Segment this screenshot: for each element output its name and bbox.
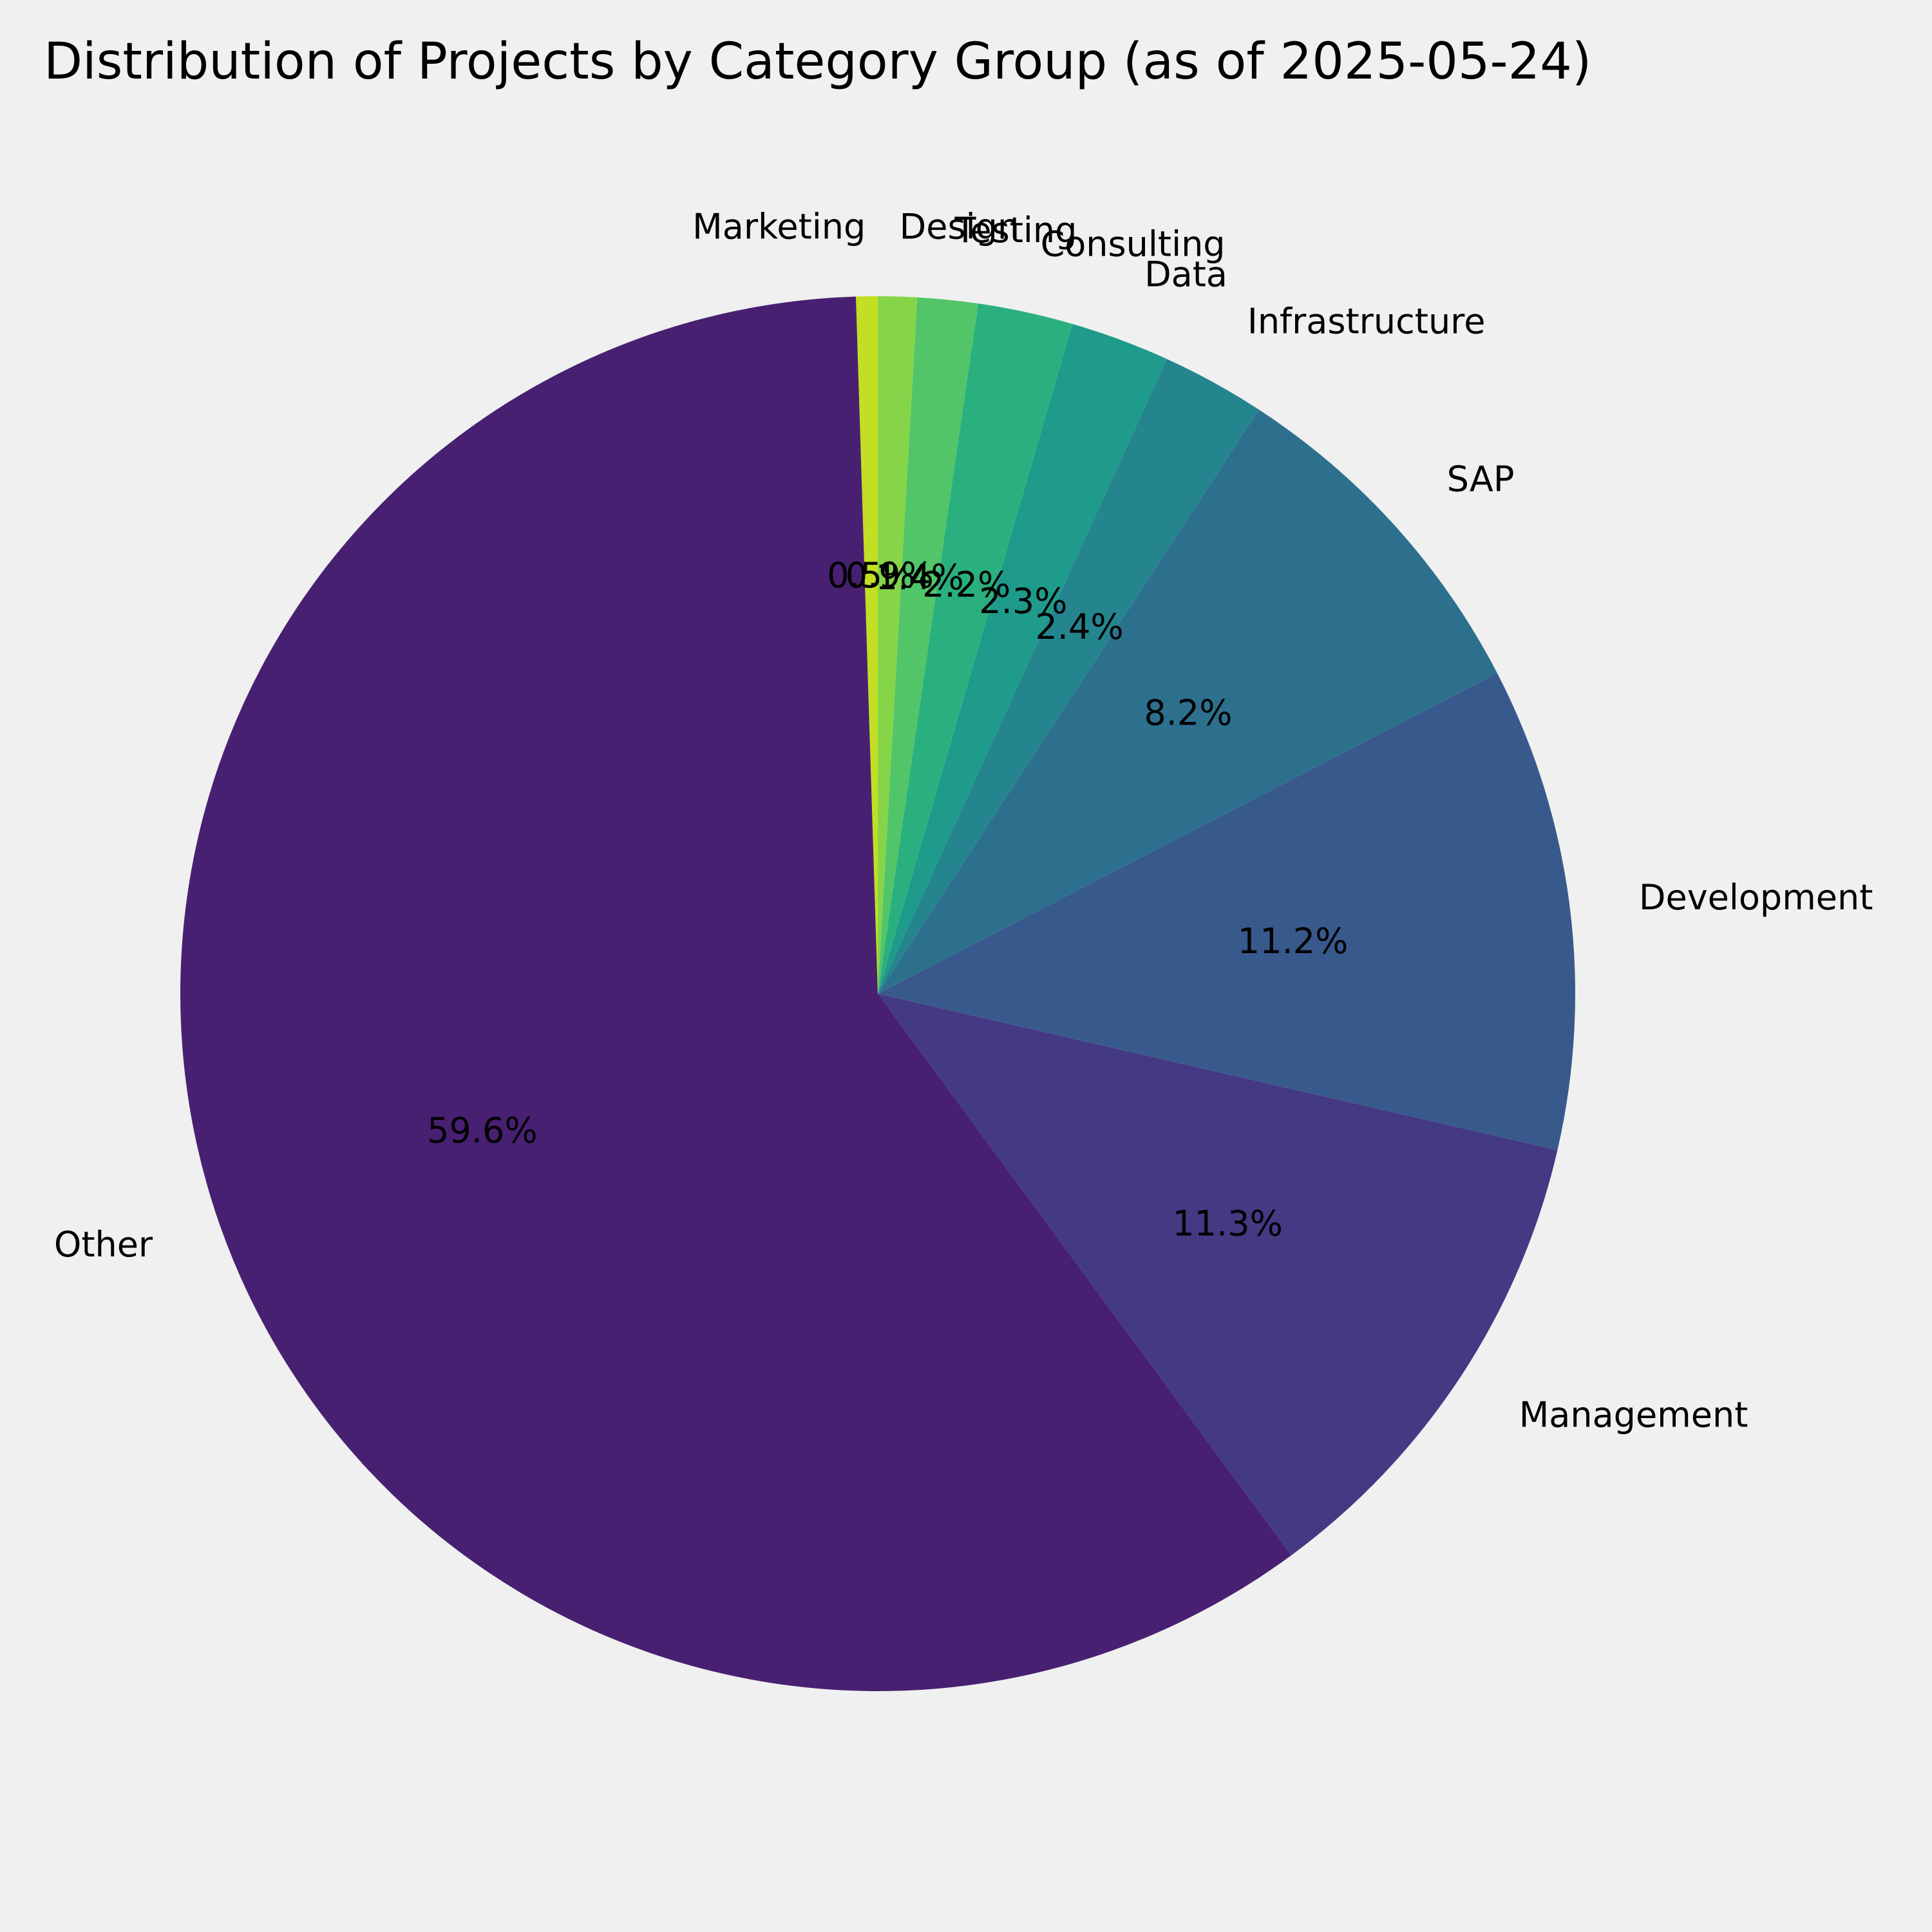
pct-label-marketing: 0.5% (827, 555, 915, 596)
pie-slice-marketing (855, 296, 878, 994)
pie-slice-sap (878, 409, 1497, 994)
category-label-management: Management (1519, 1395, 1748, 1435)
pct-label-data: 2.3% (979, 581, 1067, 621)
pct-label-consulting: 2.2% (922, 564, 1010, 605)
pct-label-testing: 1.4% (876, 557, 964, 598)
pie-slices (180, 296, 1575, 1692)
category-label-testing: Testing (954, 210, 1077, 251)
category-label-sap: SAP (1447, 459, 1515, 500)
pct-label-infrastructure: 2.4% (1035, 607, 1123, 647)
category-label-infrastructure: Infrastructure (1247, 301, 1486, 342)
pie-slice-development (878, 673, 1575, 1150)
category-label-data: Data (1144, 254, 1227, 294)
pie-slice-design (878, 296, 918, 994)
pct-label-sap: 8.2% (1144, 693, 1232, 734)
pct-label-management: 11.3% (1172, 1203, 1283, 1244)
chart-title: Distribution of Projects by Category Gro… (44, 33, 1591, 91)
pie-slice-infrastructure (878, 359, 1259, 994)
category-label-consulting: Consulting (1041, 223, 1226, 264)
pie-slice-other (180, 296, 1292, 1692)
pct-label-other: 59.6% (427, 1110, 538, 1151)
pie-slice-consulting (878, 303, 1073, 994)
category-labels: Marketing Other Management Development SAP In… (54, 206, 1873, 1435)
category-label-design: Design (900, 207, 1019, 247)
percentage-labels: 0.5% 59.6% 11.3% 11.2% 8.2% 2.4%2.3%2.2%1.4%0… (427, 555, 1348, 1244)
pct-label-design: 0.9% (846, 555, 934, 596)
category-label-other: Other (54, 1224, 153, 1265)
pie-slice-data (878, 324, 1167, 994)
category-label-marketing: Marketing (692, 206, 866, 247)
pct-label-development: 11.2% (1238, 921, 1349, 961)
pie-slice-management (878, 994, 1558, 1556)
pie-slice-testing (878, 297, 978, 994)
category-label-development: Development (1639, 877, 1873, 918)
